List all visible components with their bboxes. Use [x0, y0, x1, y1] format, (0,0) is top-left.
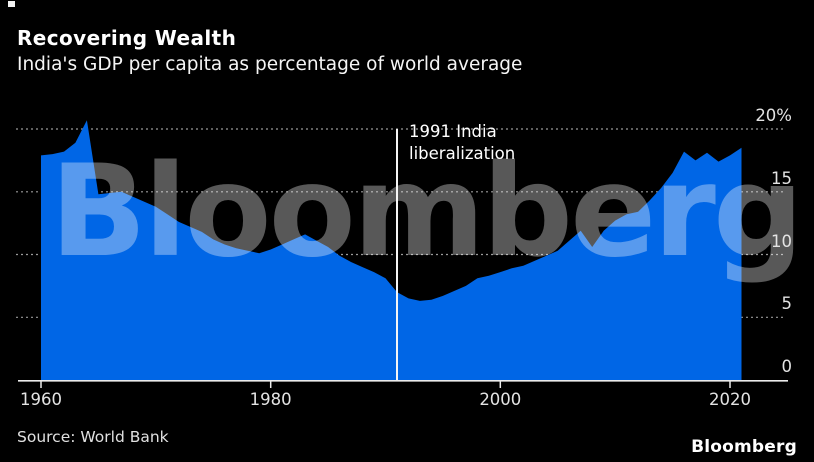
- annotation-line-2: liberalization: [409, 144, 516, 163]
- corner-mark: [8, 1, 15, 7]
- bloomberg-logo: Bloomberg: [691, 437, 797, 457]
- y-axis-label: 10: [771, 231, 792, 251]
- page-title: Recovering Wealth: [17, 26, 237, 50]
- y-axis-label: 5: [781, 294, 793, 314]
- y-axis-label: 15: [771, 168, 792, 188]
- event-annotation: 1991 India liberalization: [409, 121, 515, 165]
- x-axis-label: 1980: [249, 390, 292, 409]
- x-axis-label: 2000: [479, 390, 522, 409]
- y-axis-label: 20%: [755, 106, 792, 125]
- y-axis-label: 0: [781, 357, 793, 376]
- annotation-line-1: 1991 India: [409, 122, 497, 141]
- x-axis-label: 2020: [708, 390, 751, 409]
- x-axis-label: 1960: [20, 390, 62, 409]
- page-subtitle: India's GDP per capita as percentage of …: [17, 54, 523, 75]
- source-note: Source: World Bank: [17, 428, 169, 446]
